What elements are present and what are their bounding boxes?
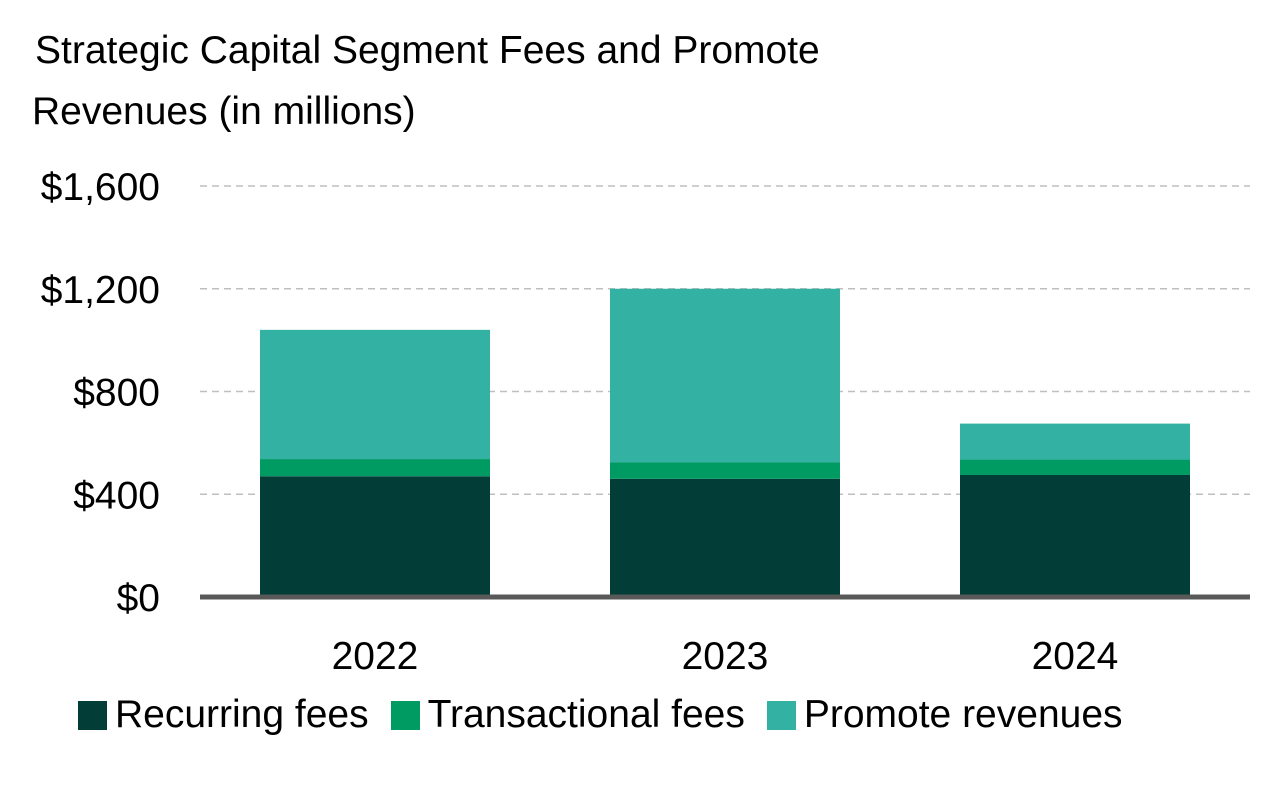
legend-swatch-promote-revenues (766, 700, 796, 730)
bar-recurring-fees-2024 (960, 474, 1190, 597)
bar-transactional-fees-2024 (960, 459, 1190, 475)
legend-swatch-recurring-fees (78, 700, 107, 730)
chart-legend: Recurring fees Transactional fees Promot… (78, 693, 1123, 737)
legend-label-promote-revenues: Promote revenues (803, 693, 1123, 736)
bar-transactional-fees-2022 (260, 459, 490, 477)
legend-swatch-transactional-fees (390, 700, 420, 730)
chart-title-line-1: Strategic Capital Segment Fees and Promo… (35, 29, 820, 72)
legend-item-transactional-fees: Transactional fees (390, 693, 745, 737)
chart-title-line-2: Revenues (in millions) (32, 90, 416, 133)
legend-item-promote-revenues: Promote revenues (766, 693, 1123, 737)
x-tick-label-2022: 2022 (332, 635, 419, 678)
x-tick-label-2024: 2024 (1032, 635, 1119, 678)
legend-label-recurring-fees: Recurring fees (115, 693, 369, 736)
y-tick-label-800: $800 (73, 372, 160, 415)
bar-promote-revenues-2022 (260, 329, 490, 460)
y-tick-label-1600: $1,600 (41, 166, 160, 209)
chart-title: Strategic Capital Segment Fees and Promo… (32, 20, 1032, 142)
bar-recurring-fees-2023 (610, 478, 840, 597)
bar-promote-revenues-2023 (610, 288, 840, 463)
x-tick-label-2023: 2023 (682, 635, 769, 678)
legend-item-recurring-fees: Recurring fees (78, 693, 369, 737)
legend-label-transactional-fees: Transactional fees (427, 693, 745, 736)
bar-transactional-fees-2023 (610, 462, 840, 479)
bar-promote-revenues-2024 (960, 423, 1190, 460)
y-tick-label-0: $0 (117, 577, 160, 620)
bar-recurring-fees-2022 (260, 476, 490, 597)
y-tick-label-1200: $1,200 (41, 269, 160, 312)
y-tick-label-400: $400 (73, 474, 160, 517)
